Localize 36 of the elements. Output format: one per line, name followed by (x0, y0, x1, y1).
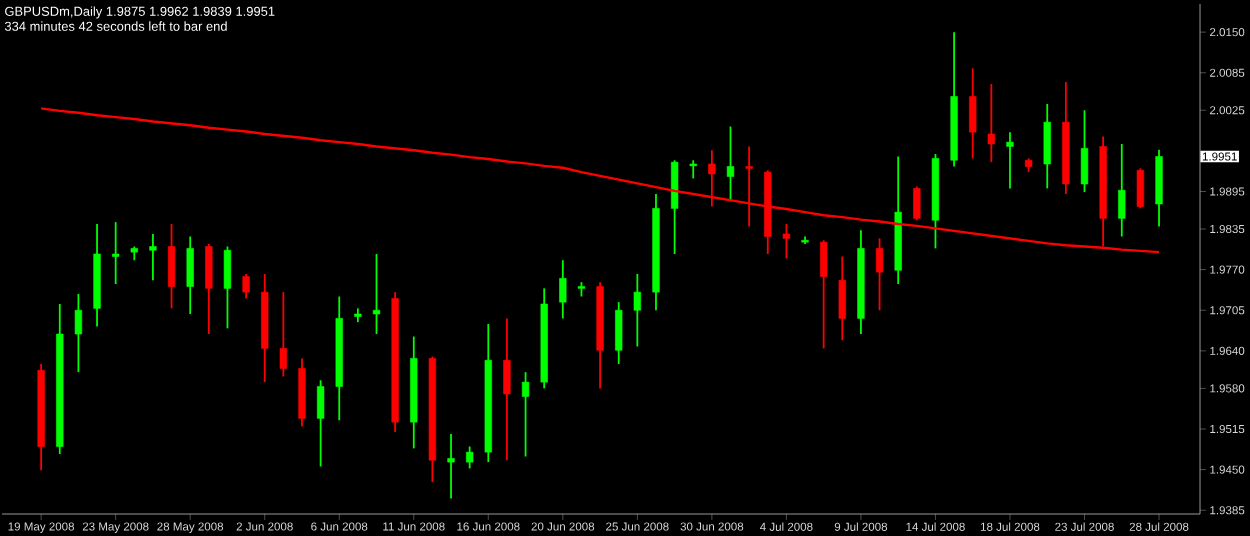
candlestick (1080, 109, 1089, 194)
candlestick (167, 223, 176, 310)
candlestick (615, 301, 623, 365)
candlestick (316, 379, 325, 468)
candlestick (670, 159, 679, 255)
candlestick (838, 255, 846, 342)
candlestick (1136, 167, 1145, 210)
candlestick (745, 145, 753, 228)
candlestick (372, 253, 381, 335)
candlestick (1118, 143, 1126, 238)
candlestick (782, 223, 791, 260)
candlestick (969, 67, 977, 160)
candlestick (633, 273, 641, 348)
candlestick (987, 83, 995, 164)
candlestick (74, 293, 83, 374)
candlestick (708, 149, 716, 208)
candlestick (1155, 148, 1163, 228)
candlestick (726, 125, 735, 202)
candlestick (186, 235, 194, 315)
candlestick (559, 259, 567, 320)
candlestick (242, 273, 250, 300)
candlestick (112, 221, 120, 285)
candlestick (466, 445, 474, 470)
candlestick (447, 433, 455, 500)
candlestick (521, 371, 530, 458)
candlestick (205, 243, 213, 335)
candlestick (875, 237, 884, 312)
candlestick (1043, 103, 1051, 190)
candlestick (279, 291, 287, 378)
candlestick (503, 317, 511, 462)
candlestick (223, 245, 232, 330)
candlestick (149, 233, 157, 282)
candlestick (820, 239, 828, 350)
candlestick (689, 159, 697, 180)
candlestick (913, 185, 921, 222)
candlestick (1006, 131, 1014, 190)
